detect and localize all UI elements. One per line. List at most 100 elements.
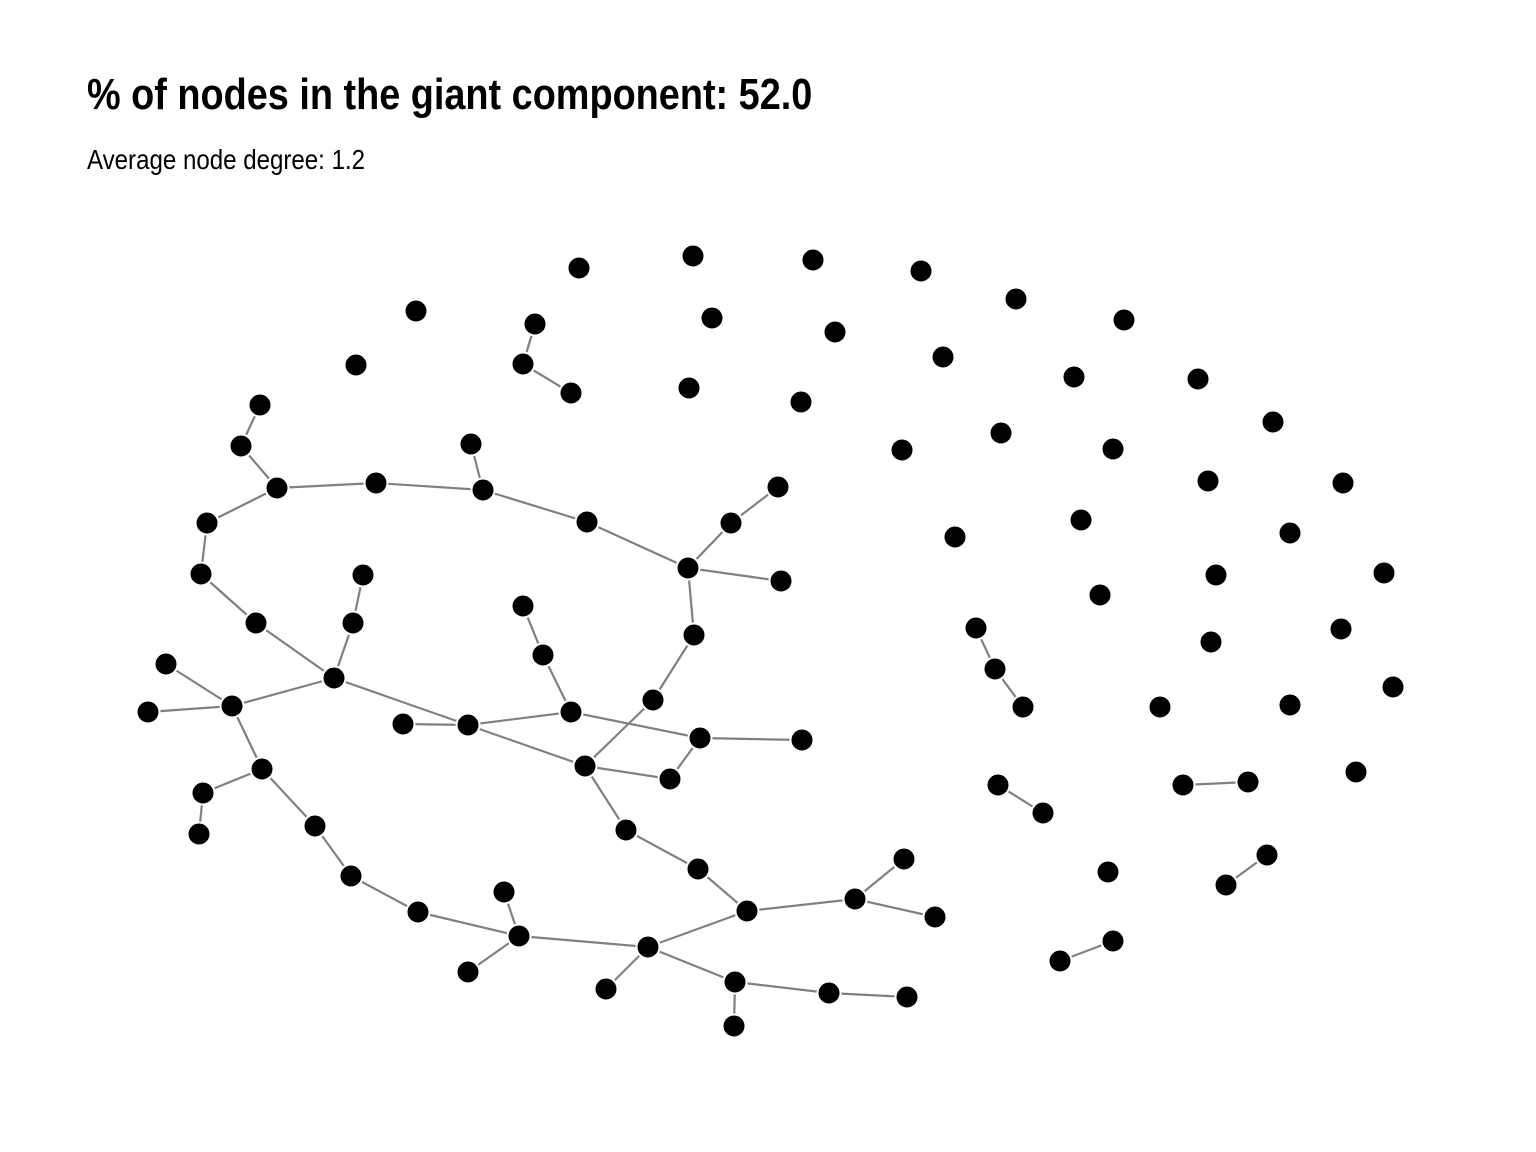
graph-node bbox=[1371, 560, 1397, 586]
graph-node bbox=[942, 524, 968, 550]
graph-node bbox=[1147, 694, 1173, 720]
graph-node bbox=[613, 817, 639, 843]
graph-node bbox=[1047, 948, 1073, 974]
graph-edge bbox=[586, 520, 689, 570]
graph-edge bbox=[165, 663, 233, 707]
graph-node bbox=[1195, 468, 1221, 494]
graph-node bbox=[340, 610, 366, 636]
graph-edge bbox=[584, 764, 671, 781]
graph-node bbox=[249, 756, 275, 782]
graph-node bbox=[1100, 928, 1126, 954]
graph-edge bbox=[647, 909, 748, 949]
graph-edge bbox=[467, 710, 572, 727]
graph-node bbox=[816, 980, 842, 1006]
graph-node bbox=[988, 420, 1014, 446]
graph-node bbox=[1277, 520, 1303, 546]
graph-node bbox=[243, 610, 269, 636]
graph-node bbox=[822, 319, 848, 345]
graph-node bbox=[681, 622, 707, 648]
graph-node bbox=[675, 555, 701, 581]
graph-edge bbox=[467, 723, 586, 768]
graph-node bbox=[1003, 286, 1029, 312]
graph-node bbox=[718, 510, 744, 536]
graph-node bbox=[574, 509, 600, 535]
graph-node bbox=[985, 772, 1011, 798]
graph-edge bbox=[584, 765, 627, 831]
graph-node bbox=[657, 766, 683, 792]
graph-edge bbox=[375, 481, 484, 492]
graph-node bbox=[593, 976, 619, 1002]
graph-node bbox=[343, 352, 369, 378]
graph-edge bbox=[261, 768, 316, 827]
graph-node bbox=[765, 474, 791, 500]
graph-node bbox=[135, 699, 161, 725]
graph-node bbox=[510, 351, 536, 377]
graph-edge bbox=[647, 945, 736, 984]
graph-edge bbox=[584, 699, 654, 767]
graph-node bbox=[1111, 307, 1137, 333]
graph-node bbox=[405, 899, 431, 925]
graph-node bbox=[1203, 562, 1229, 588]
graph-node bbox=[455, 959, 481, 985]
graph-node bbox=[522, 311, 548, 337]
graph-edge bbox=[255, 622, 335, 679]
graph-node bbox=[676, 375, 702, 401]
graph-edge bbox=[625, 829, 699, 870]
graph-node bbox=[530, 642, 556, 668]
graph-edge bbox=[699, 736, 803, 742]
graph-node bbox=[1380, 674, 1406, 700]
graph-node bbox=[922, 904, 948, 930]
graph-node bbox=[186, 821, 212, 847]
graph-node bbox=[247, 392, 273, 418]
graph-edge bbox=[350, 875, 419, 913]
graph-node bbox=[640, 687, 666, 713]
graph-node bbox=[153, 651, 179, 677]
graph-node bbox=[228, 433, 254, 459]
graph-node bbox=[1100, 436, 1126, 462]
graph-node bbox=[321, 665, 347, 691]
graph-edge bbox=[231, 676, 335, 708]
graph-node bbox=[194, 510, 220, 536]
graph-node bbox=[1328, 616, 1354, 642]
graph-node bbox=[1343, 759, 1369, 785]
graph-node bbox=[1095, 859, 1121, 885]
graph-node bbox=[722, 969, 748, 995]
graph-edge bbox=[828, 991, 908, 999]
graph-node bbox=[930, 344, 956, 370]
graph-edge bbox=[734, 980, 830, 995]
graph-node bbox=[1185, 366, 1211, 392]
graph-node bbox=[768, 568, 794, 594]
graph-node bbox=[680, 243, 706, 269]
graph-node bbox=[390, 711, 416, 737]
graph-node bbox=[635, 934, 661, 960]
graph-edge bbox=[518, 934, 649, 949]
graph-node bbox=[219, 693, 245, 719]
graph-node bbox=[190, 780, 216, 806]
graph-node bbox=[699, 305, 725, 331]
graph-edge bbox=[482, 488, 588, 524]
graph-node bbox=[558, 699, 584, 725]
graph-node bbox=[1254, 842, 1280, 868]
graph-node bbox=[721, 1013, 747, 1039]
graph-node bbox=[363, 470, 389, 496]
graph-node bbox=[1010, 694, 1036, 720]
graph-subtitle: Average node degree: 1.2 bbox=[87, 144, 366, 175]
graph-edge bbox=[417, 910, 520, 938]
graph-node bbox=[455, 712, 481, 738]
graph-node bbox=[1030, 800, 1056, 826]
graph-node bbox=[572, 753, 598, 779]
graph-node bbox=[894, 984, 920, 1010]
graph-node bbox=[558, 380, 584, 406]
graph-node bbox=[1198, 629, 1224, 655]
graph-node bbox=[891, 846, 917, 872]
graph-node bbox=[1061, 364, 1087, 390]
graph-edge bbox=[333, 676, 469, 727]
graph-node bbox=[1170, 772, 1196, 798]
graph-node bbox=[1260, 409, 1286, 435]
graph-node bbox=[491, 879, 517, 905]
graph-node bbox=[188, 561, 214, 587]
graph-edge bbox=[687, 566, 782, 583]
graph-edge bbox=[854, 897, 936, 919]
graph-node bbox=[566, 255, 592, 281]
